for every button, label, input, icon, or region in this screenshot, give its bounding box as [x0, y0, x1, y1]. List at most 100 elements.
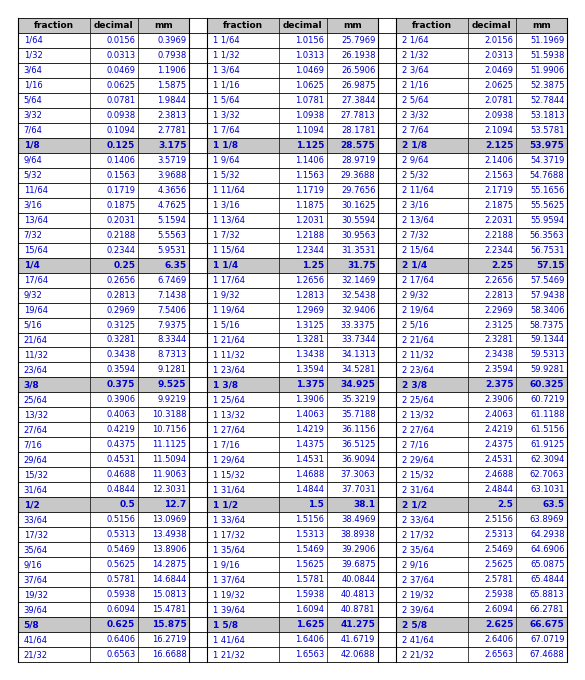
Text: 34.5281: 34.5281: [341, 365, 376, 375]
Text: 33/64: 33/64: [24, 515, 48, 524]
Text: 1.375: 1.375: [296, 380, 324, 390]
Text: 15.0813: 15.0813: [152, 590, 187, 599]
Text: 5/8: 5/8: [24, 620, 40, 629]
Bar: [18, 243, 189, 258]
Text: 1.3125: 1.3125: [295, 320, 324, 330]
Text: 30.1625: 30.1625: [341, 201, 376, 209]
Bar: [18, 407, 189, 422]
Text: 1.1094: 1.1094: [295, 126, 324, 135]
Text: 2.1719: 2.1719: [484, 186, 513, 194]
Text: 2.2969: 2.2969: [484, 305, 513, 315]
Text: 2.0625: 2.0625: [484, 81, 513, 90]
Text: 0.3438: 0.3438: [106, 350, 135, 360]
Text: 9/32: 9/32: [24, 290, 43, 300]
Text: 2 1/8: 2 1/8: [402, 141, 427, 150]
Text: 1.5781: 1.5781: [295, 575, 324, 584]
Text: 7/16: 7/16: [24, 441, 43, 449]
Text: 1 21/32: 1 21/32: [213, 650, 245, 659]
Bar: [396, 168, 567, 183]
Bar: [207, 437, 378, 452]
Text: 13.4938: 13.4938: [152, 530, 187, 539]
Text: 1 3/8: 1 3/8: [213, 380, 238, 390]
Text: 29/64: 29/64: [24, 456, 48, 464]
Text: 2.4219: 2.4219: [484, 426, 513, 435]
Text: 0.4375: 0.4375: [106, 441, 135, 449]
Text: 1 17/32: 1 17/32: [213, 530, 245, 539]
Text: 61.9125: 61.9125: [530, 441, 565, 449]
Text: 62.3094: 62.3094: [530, 456, 565, 464]
Bar: [18, 632, 189, 647]
Text: 52.7844: 52.7844: [530, 96, 565, 105]
Bar: [207, 288, 378, 303]
Text: 14.2875: 14.2875: [152, 560, 187, 569]
Bar: [396, 602, 567, 617]
Bar: [396, 303, 567, 318]
Text: 53.1813: 53.1813: [530, 111, 565, 120]
Text: 10.7156: 10.7156: [152, 426, 187, 435]
Bar: [207, 647, 378, 662]
Text: 1/8: 1/8: [24, 141, 40, 150]
Text: 1 5/64: 1 5/64: [213, 96, 239, 105]
Bar: [207, 587, 378, 602]
Bar: [396, 153, 567, 168]
Text: 2 5/16: 2 5/16: [402, 320, 428, 330]
Text: 0.5781: 0.5781: [106, 575, 135, 584]
Text: 2.5938: 2.5938: [484, 590, 513, 599]
Text: 2 1/2: 2 1/2: [402, 500, 427, 509]
Bar: [207, 18, 378, 33]
Text: 1.2813: 1.2813: [295, 290, 324, 300]
Text: 1.5938: 1.5938: [295, 590, 324, 599]
Text: 2.2344: 2.2344: [484, 245, 513, 254]
Text: 2.3813: 2.3813: [157, 111, 187, 120]
Text: 0.125: 0.125: [107, 141, 135, 150]
Text: 3.5719: 3.5719: [157, 156, 187, 165]
Text: 16.2719: 16.2719: [152, 635, 187, 644]
Text: 1.4063: 1.4063: [295, 411, 324, 420]
Text: 1.5313: 1.5313: [295, 530, 324, 539]
Text: 0.1563: 0.1563: [106, 171, 135, 180]
Text: decimal: decimal: [283, 21, 322, 30]
Bar: [396, 93, 567, 108]
Text: 13.0969: 13.0969: [152, 515, 187, 524]
Text: 2 13/64: 2 13/64: [402, 216, 433, 224]
Bar: [18, 108, 189, 123]
Text: 27/64: 27/64: [24, 426, 48, 435]
Bar: [18, 63, 189, 78]
Text: 1 1/8: 1 1/8: [213, 141, 238, 150]
Text: 1 7/64: 1 7/64: [213, 126, 239, 135]
Text: 0.6406: 0.6406: [106, 635, 135, 644]
Text: 38.4969: 38.4969: [341, 515, 376, 524]
Text: 1.625: 1.625: [296, 620, 324, 629]
Bar: [18, 303, 189, 318]
Text: 12.7: 12.7: [164, 500, 187, 509]
Bar: [396, 33, 567, 48]
Text: 5.1594: 5.1594: [157, 216, 187, 224]
Text: 35.3219: 35.3219: [341, 395, 376, 405]
Text: 2 19/64: 2 19/64: [402, 305, 433, 315]
Text: 9/16: 9/16: [24, 560, 43, 569]
Bar: [396, 347, 567, 362]
Bar: [396, 213, 567, 228]
Text: 1 1/16: 1 1/16: [213, 81, 239, 90]
Bar: [396, 273, 567, 288]
Bar: [396, 108, 567, 123]
Text: 1 7/16: 1 7/16: [213, 441, 239, 449]
Text: 9/64: 9/64: [24, 156, 43, 165]
Text: 12.3031: 12.3031: [152, 486, 187, 494]
Text: 57.15: 57.15: [536, 260, 565, 269]
Text: 40.0844: 40.0844: [341, 575, 376, 584]
Text: 2.6563: 2.6563: [484, 650, 513, 659]
Text: 1 1/2: 1 1/2: [213, 500, 238, 509]
Text: 2 23/64: 2 23/64: [402, 365, 433, 375]
Text: 2 29/64: 2 29/64: [402, 456, 433, 464]
Text: 40.4813: 40.4813: [341, 590, 376, 599]
Bar: [207, 303, 378, 318]
Bar: [396, 138, 567, 153]
Text: 10.3188: 10.3188: [152, 411, 187, 420]
Text: 51.5938: 51.5938: [530, 51, 565, 60]
Bar: [207, 512, 378, 527]
Text: 1 15/32: 1 15/32: [213, 471, 245, 479]
Text: 1 11/64: 1 11/64: [213, 186, 245, 194]
Bar: [18, 587, 189, 602]
Text: 2.5469: 2.5469: [484, 545, 513, 554]
